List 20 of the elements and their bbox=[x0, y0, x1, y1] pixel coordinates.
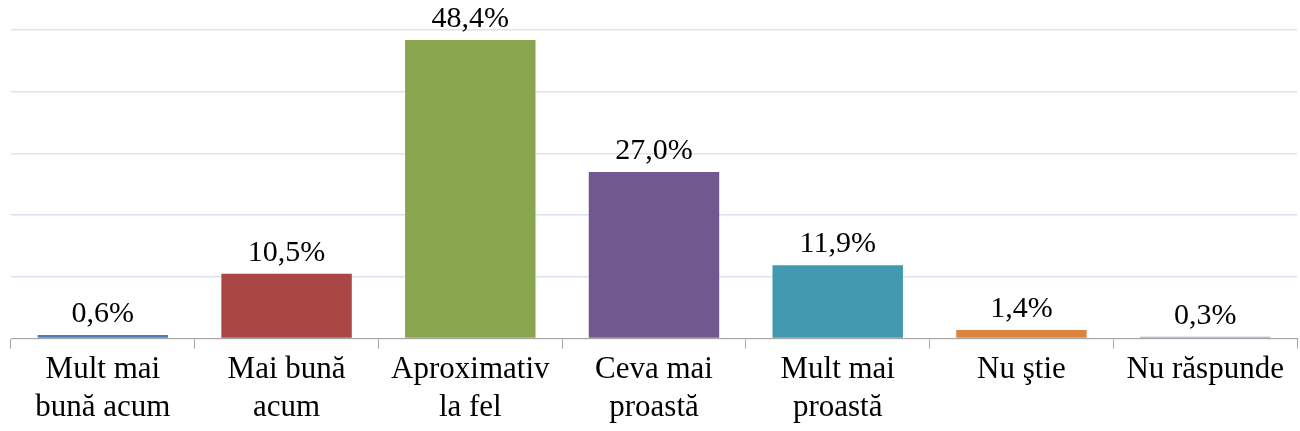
x-tick-label: Nu răspunde bbox=[1126, 350, 1284, 386]
data-label: 11,9% bbox=[799, 225, 876, 259]
bar bbox=[405, 39, 536, 338]
x-tick-label: Nu ştie bbox=[977, 350, 1066, 386]
data-label: 1,4% bbox=[990, 289, 1053, 323]
data-label: 0,3% bbox=[1173, 296, 1237, 330]
bar bbox=[772, 265, 903, 338]
x-tick-label: Ceva mai proastă bbox=[595, 350, 714, 423]
data-label: 48,4% bbox=[431, 0, 510, 33]
x-tick-label: Mult mai proastă bbox=[780, 350, 896, 423]
bar bbox=[221, 273, 352, 338]
bar bbox=[37, 334, 169, 338]
x-tick-label: Mult mai bună acum bbox=[35, 350, 171, 423]
data-label: 0,6% bbox=[71, 294, 135, 328]
data-label: 27,0% bbox=[615, 131, 693, 165]
x-tick-label: Mai bună acum bbox=[227, 350, 346, 423]
bar bbox=[956, 329, 1087, 338]
bar bbox=[588, 171, 720, 338]
data-label: 10,5% bbox=[247, 233, 326, 267]
x-tick-label: Aproximativ la fel bbox=[391, 350, 550, 423]
